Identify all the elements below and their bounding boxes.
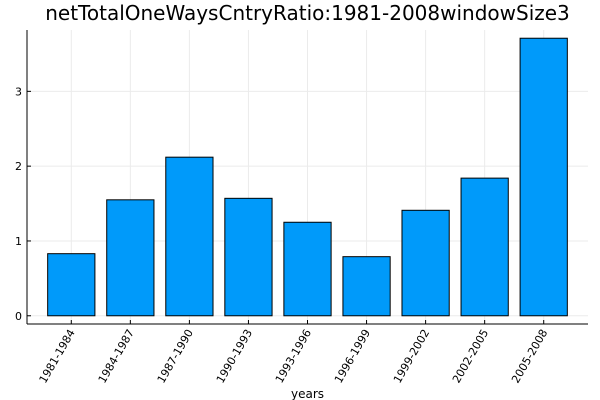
chart-title: netTotalOneWaysCntryRatio:1981-2008windo…	[45, 1, 570, 25]
y-axis-ticks: 0 1 2 3	[15, 85, 31, 323]
bar-1999-2002	[401, 209, 450, 317]
bars-group	[47, 37, 568, 317]
bar-1990-1993	[224, 197, 273, 317]
y-tick-label: 0	[15, 310, 22, 323]
y-tick-label: 1	[15, 235, 22, 248]
bar-2005-2008	[519, 37, 568, 317]
bar-1987-1990	[165, 156, 214, 317]
y-tick-label: 2	[15, 160, 22, 173]
bar-1996-1999	[342, 256, 391, 317]
x-tick-label: 1987-1990	[155, 327, 196, 385]
x-tick-label: 2005-2008	[509, 327, 550, 385]
x-tick-label: 1981-1984	[37, 327, 78, 385]
x-axis-ticks: 1981-1984 1984-1987 1987-1990 1990-1993 1993…	[37, 320, 550, 385]
bar-1984-1987	[106, 199, 155, 317]
x-tick-label: 1990-1993	[214, 327, 255, 385]
x-tick-label: 1993-1996	[273, 327, 314, 385]
bar-1981-1984	[47, 253, 96, 317]
bar-2002-2005	[460, 177, 509, 317]
x-tick-label: 1984-1987	[96, 327, 137, 385]
bar-1993-1996	[283, 221, 332, 317]
y-tick-label: 3	[15, 85, 22, 98]
x-axis-label: years	[291, 387, 324, 400]
x-tick-label: 1996-1999	[332, 327, 373, 385]
x-tick-label: 1999-2002	[391, 327, 432, 385]
x-tick-label: 2002-2005	[450, 327, 491, 385]
